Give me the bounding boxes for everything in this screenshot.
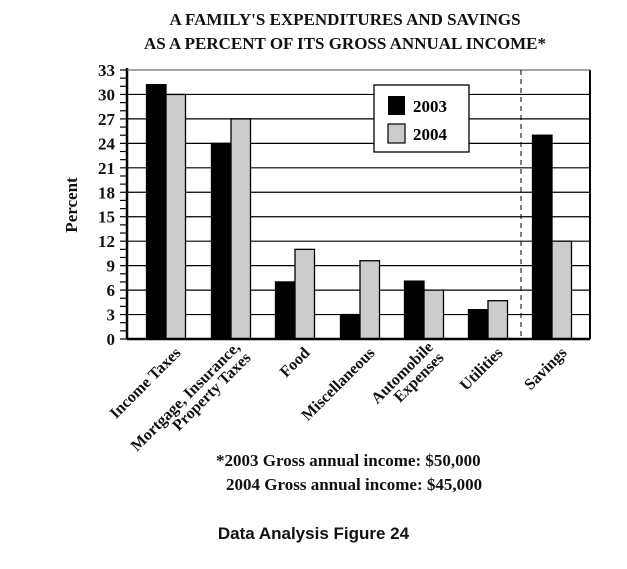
y-tick-label: 33 [98,61,115,80]
y-tick-label: 21 [98,159,115,178]
x-category-label: Utilities [457,344,507,394]
bar-2004 [423,289,445,340]
bar-2003 [403,280,425,340]
bar-2004 [487,300,509,340]
legend-swatch-2004 [387,123,406,144]
legend-label-2003: 2003 [413,97,447,116]
y-tick-label: 18 [98,183,115,202]
y-tick-label: 9 [107,257,116,276]
legend-swatch-2003 [388,96,405,115]
x-category-label: Savings [521,344,570,393]
y-tick-label: 27 [98,110,116,129]
y-tick-label: 24 [98,134,116,153]
y-tick-label: 30 [98,85,115,104]
bar-2004 [359,260,381,340]
bar-2003 [210,142,232,340]
bar-2003 [339,313,361,340]
bar-2003 [531,134,553,340]
x-category-label: Mortgage, Insurance, [128,339,244,455]
chart-title-line-2: AS A PERCENT OF ITS GROSS ANNUAL INCOME* [144,34,546,53]
y-tick-label: 15 [98,208,115,227]
bar-2003 [467,309,489,340]
y-axis-label: Percent [62,177,81,233]
y-tick-label: 3 [107,306,116,325]
y-tick-label: 0 [107,330,116,349]
footnote-2004: 2004 Gross annual income: $45,000 [226,475,482,494]
bar-2004 [165,93,187,340]
bar-2004 [551,240,573,340]
legend-label-2004: 2004 [413,125,448,144]
bar-2004 [294,248,316,340]
x-category-label: Food [277,344,314,381]
y-tick-label: 12 [98,232,115,251]
bar-2004 [230,118,252,340]
bar-2003 [274,281,296,340]
y-tick-label: 6 [107,281,116,300]
legend: 2003 2004 [373,84,470,153]
bar-2003 [145,84,167,340]
figure-caption: Data Analysis Figure 24 [217,524,410,543]
chart-title-line-1: A FAMILY'S EXPENDITURES AND SAVINGS [169,10,520,29]
footnote-2003: *2003 Gross annual income: $50,000 [216,451,481,470]
